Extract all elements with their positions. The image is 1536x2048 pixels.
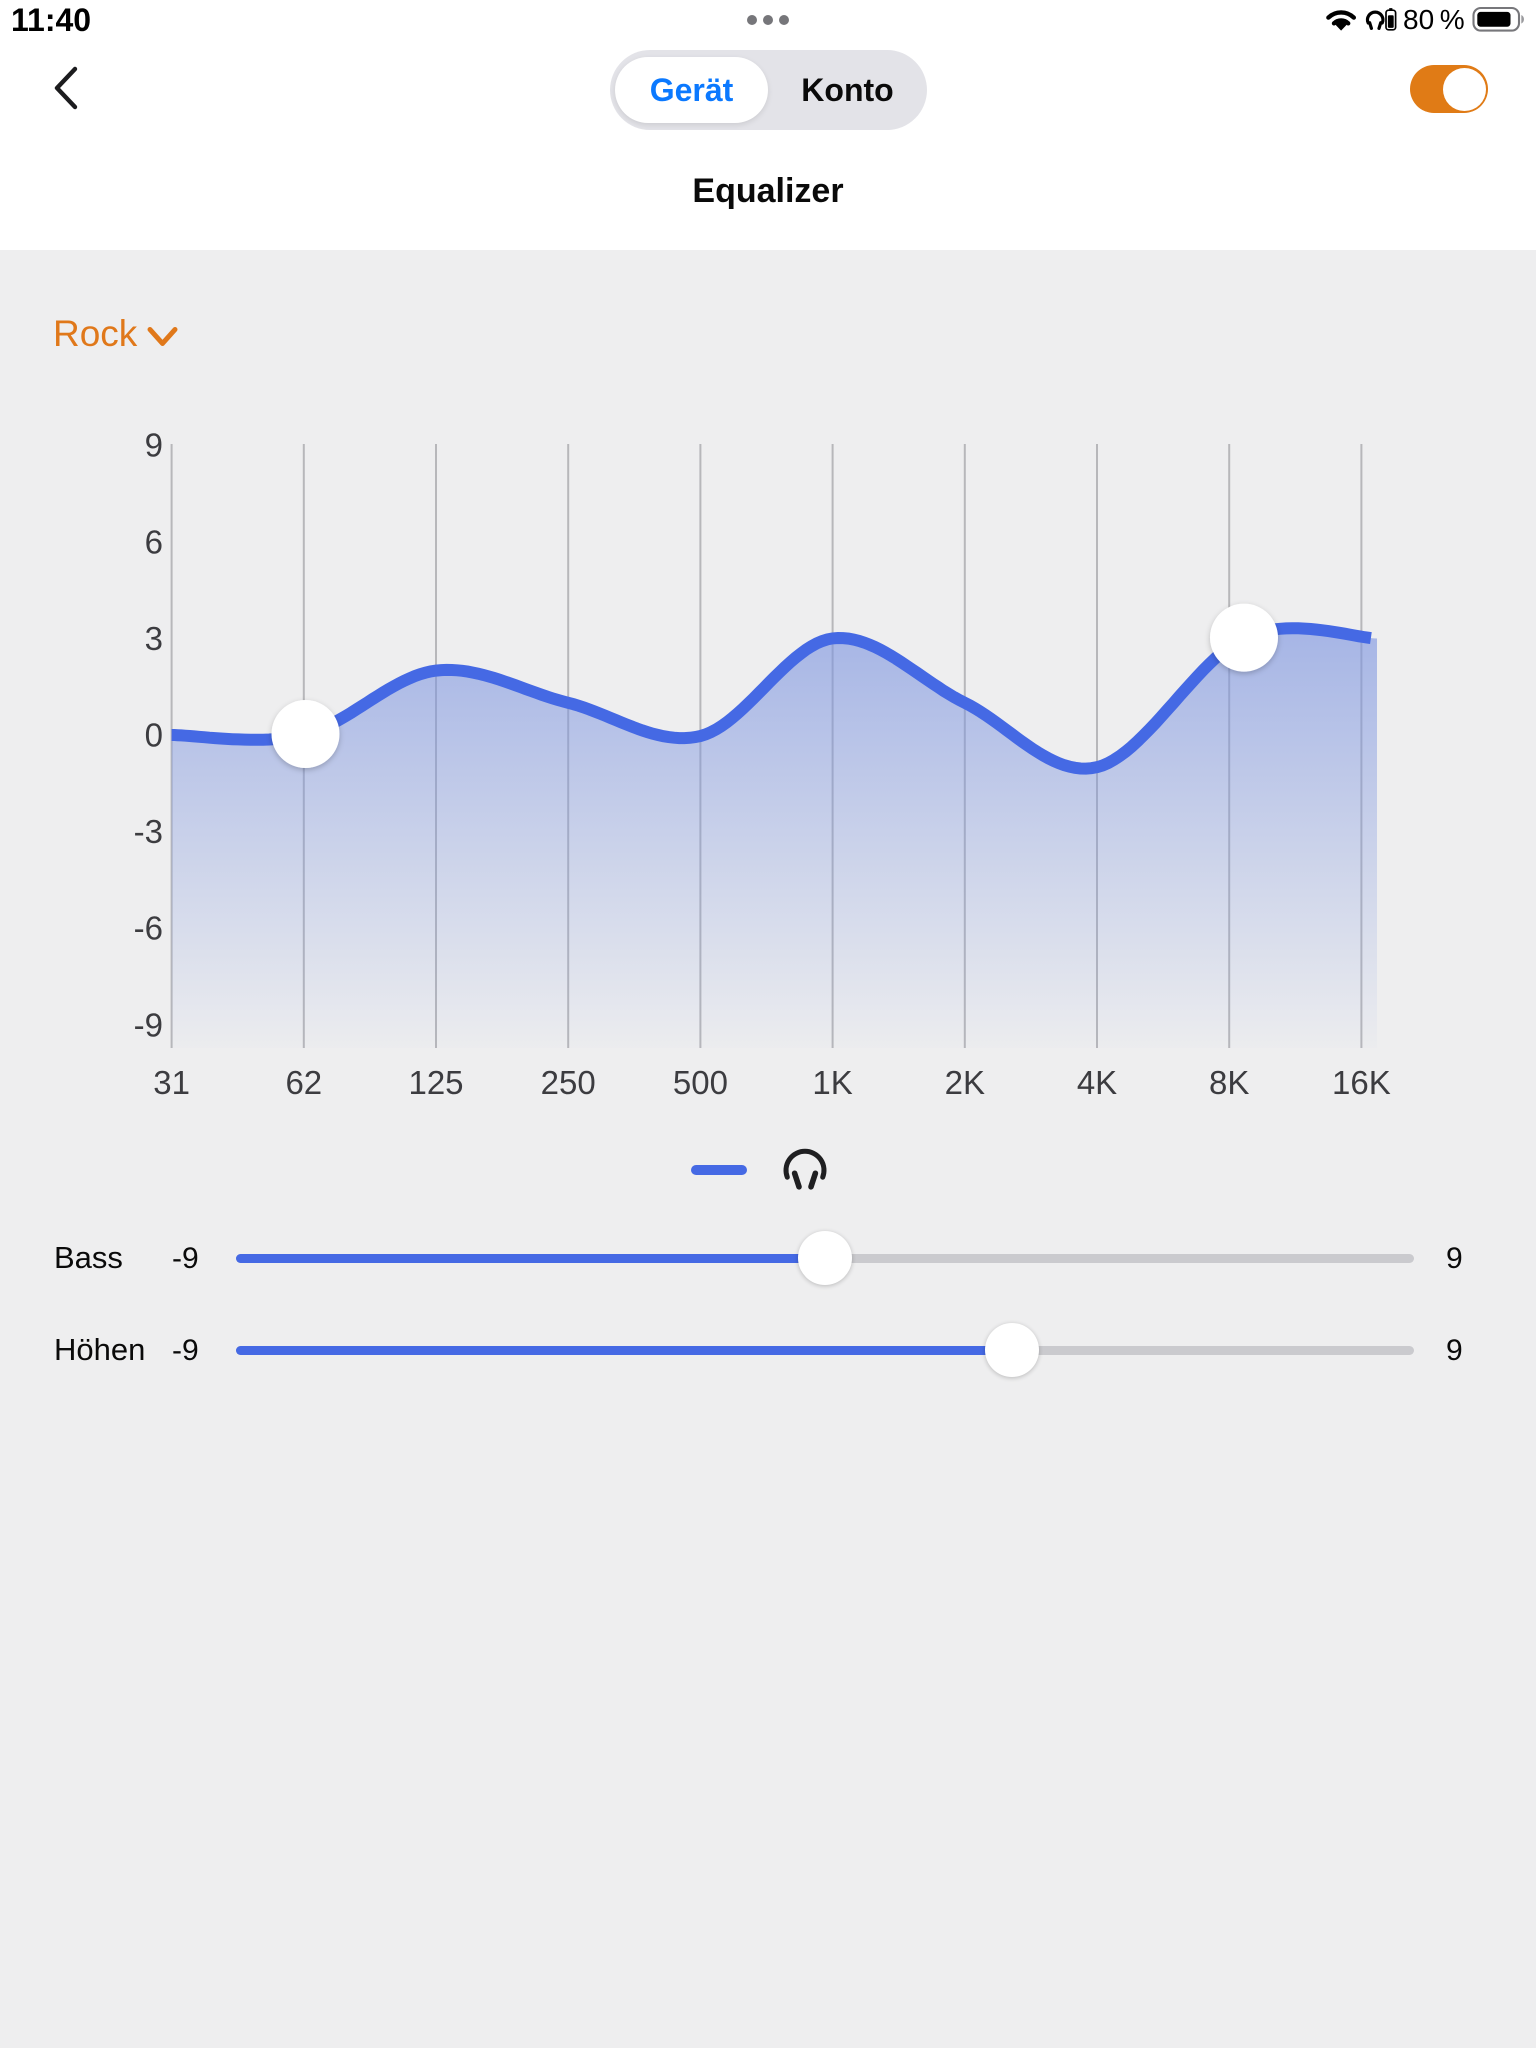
- svg-text:6: 6: [145, 523, 163, 560]
- svg-text:8K: 8K: [1209, 1064, 1249, 1101]
- svg-text:250: 250: [541, 1064, 596, 1101]
- svg-text:9: 9: [145, 427, 163, 464]
- svg-text:-3: -3: [134, 813, 163, 850]
- svg-text:0: 0: [145, 717, 163, 754]
- svg-text:2K: 2K: [945, 1064, 985, 1101]
- svg-text:80 %: 80 %: [1403, 5, 1465, 35]
- svg-text:62: 62: [285, 1064, 322, 1101]
- svg-text:-6: -6: [134, 910, 163, 947]
- svg-text:1K: 1K: [812, 1064, 852, 1101]
- svg-text:500: 500: [673, 1064, 728, 1101]
- svg-text:-9: -9: [134, 1006, 163, 1043]
- svg-text:125: 125: [408, 1064, 463, 1101]
- svg-text:16K: 16K: [1332, 1064, 1391, 1101]
- svg-text:31: 31: [153, 1064, 190, 1101]
- svg-text:4K: 4K: [1077, 1064, 1117, 1101]
- svg-text:3: 3: [145, 620, 163, 657]
